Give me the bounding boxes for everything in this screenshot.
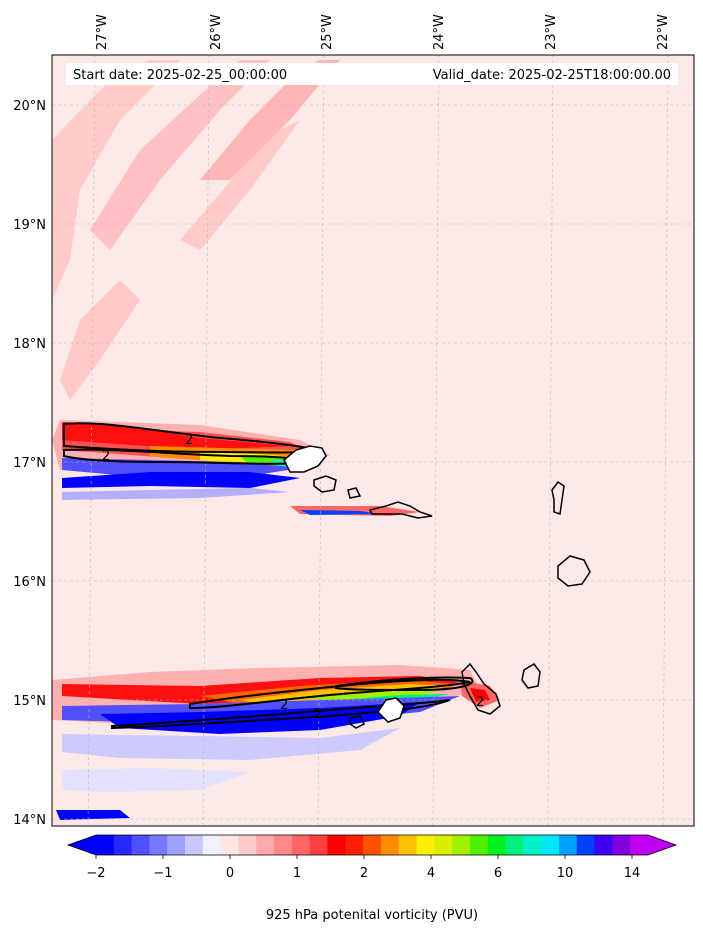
colorbar-swatch <box>220 835 239 855</box>
colorbar-swatch <box>291 835 311 855</box>
colorbar-swatch <box>345 835 364 855</box>
colorbar-tick-label: 0 <box>226 866 234 881</box>
header-box <box>66 63 678 85</box>
contour-label: 2 <box>476 695 484 710</box>
lat-label: 14°N <box>13 813 46 828</box>
colorbar-swatch <box>113 835 133 855</box>
colorbar-swatch <box>131 835 150 855</box>
colorbar-swatch <box>274 835 293 855</box>
gridlines <box>52 55 694 826</box>
colorbar-title: 925 hPa potenital vorticity (PVU) <box>266 908 478 923</box>
island-boa-vista <box>557 555 591 587</box>
contour-label: 2 <box>314 707 322 722</box>
island-sal <box>551 480 565 515</box>
colorbar-tick-label: −2 <box>86 866 105 881</box>
map-frame <box>51 54 695 827</box>
island-sao-vicente <box>313 475 337 493</box>
colorbar-tick-label: 14 <box>624 866 641 881</box>
colorbar-swatch <box>452 835 471 855</box>
latitude-labels: 20°N 19°N 18°N 17°N 16°N 15°N 14°N <box>13 99 46 828</box>
colorbar-swatches <box>96 835 649 855</box>
colorbar-swatch <box>238 835 257 855</box>
island-santiago <box>461 662 501 715</box>
colorbar-swatch <box>487 835 507 855</box>
island-santo-antao <box>283 445 327 473</box>
colorbar-swatch <box>612 835 631 855</box>
lon-label: 23°W <box>544 14 559 50</box>
longitude-labels: 27°W 26°W 25°W 24°W 23°W 22°W <box>95 14 671 50</box>
island-sao-nicolau <box>368 501 433 519</box>
colorbar-swatch <box>149 835 168 855</box>
contour-label: 2 <box>280 698 288 713</box>
lat-label: 17°N <box>13 456 46 471</box>
lat-label: 18°N <box>13 337 46 352</box>
colorbar-swatch <box>185 835 204 855</box>
colorbar-swatch <box>398 835 418 855</box>
island-brava <box>349 715 366 729</box>
colorbar-swatch <box>576 835 596 855</box>
lat-label: 20°N <box>13 99 46 114</box>
lon-label: 25°W <box>320 14 335 50</box>
colorbar-tick-label: 10 <box>557 866 574 881</box>
colorbar-swatch <box>416 835 435 855</box>
colorbar-ticks <box>95 855 633 859</box>
lon-label: 26°W <box>209 14 224 50</box>
colorbar-tick-labels: −2 −1 0 1 2 4 6 10 14 <box>86 866 640 881</box>
colorbar-over-arrow <box>648 835 676 855</box>
colorbar-swatch <box>630 835 649 855</box>
contour-labels: 2 2 2 2 2 <box>102 433 484 722</box>
colorbar-swatch <box>96 835 115 855</box>
colorbar-swatch <box>202 835 222 855</box>
colorbar-swatch <box>594 835 613 855</box>
lon-label: 24°W <box>432 14 447 50</box>
colorbar-swatch <box>541 835 560 855</box>
colorbar: −2 −1 0 1 2 4 6 10 14 925 hPa potenital … <box>66 834 678 923</box>
start-date-label: Start date: 2025-02-25_00:00:00 <box>73 68 287 83</box>
colorbar-tick-label: 2 <box>360 866 368 881</box>
colorbar-swatch <box>505 835 524 855</box>
colorbar-swatch <box>363 835 382 855</box>
colorbar-swatch <box>167 835 186 855</box>
colorbar-swatch <box>327 835 346 855</box>
contour-label: 2 <box>102 449 110 464</box>
island-santa-luzia <box>347 487 362 499</box>
colorbar-swatch <box>380 835 400 855</box>
colorbar-swatch <box>309 835 328 855</box>
island-fogo <box>377 697 405 723</box>
colorbar-tick-label: 4 <box>427 866 435 881</box>
colorbar-tick-label: 1 <box>293 866 301 881</box>
lon-label: 27°W <box>95 14 110 50</box>
lat-label: 16°N <box>13 575 46 590</box>
map-panel: 2 2 2 2 2 <box>52 55 694 826</box>
colorbar-tick-label: −1 <box>153 866 172 881</box>
colorbar-tick-label: 6 <box>494 866 502 881</box>
colorbar-swatch <box>256 835 275 855</box>
island-maio <box>521 663 541 689</box>
lon-label: 22°W <box>656 14 671 50</box>
colorbar-swatch <box>558 835 578 855</box>
contour-label: 2 <box>185 433 193 448</box>
colorbar-swatch <box>469 835 489 855</box>
colorbar-swatch <box>523 835 542 855</box>
colorbar-under-arrow <box>68 835 96 855</box>
valid-date-label: Valid_date: 2025-02-25T18:00:00.00 <box>433 68 671 83</box>
lat-label: 15°N <box>13 694 46 709</box>
colorbar-swatch <box>434 835 453 855</box>
coastlines <box>283 445 591 729</box>
lat-label: 19°N <box>13 218 46 233</box>
